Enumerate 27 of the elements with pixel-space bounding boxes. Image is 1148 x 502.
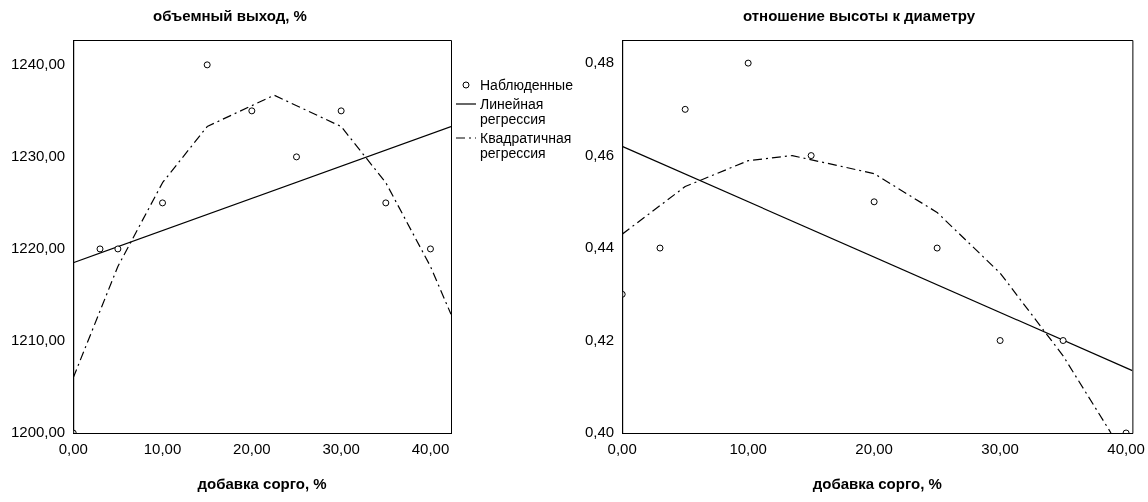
- y-tick-label: 0,46: [584, 145, 615, 163]
- x-tick-label: 30,00: [322, 440, 360, 458]
- y-tick-label: 1240,00: [10, 54, 66, 72]
- y-tick-label: 0,44: [584, 238, 615, 256]
- y-tick-label: 1230,00: [10, 147, 66, 165]
- y-tick-label: 1200,00: [10, 423, 66, 441]
- x-tick-label: 40,00: [1107, 440, 1145, 458]
- x-axis-title: добавка сорго, %: [197, 475, 327, 493]
- y-tick-label: 0,48: [584, 53, 615, 71]
- y-tick-label: 0,40: [584, 423, 615, 441]
- x-tick-label: 10,00: [143, 440, 182, 458]
- x-axis-title: добавка сорго, %: [812, 475, 942, 493]
- x-tick-label: 20,00: [855, 440, 893, 458]
- legend-label: Наблюденные: [480, 77, 573, 93]
- y-tick-label: 0,42: [584, 330, 615, 348]
- y-tick-label: 1210,00: [10, 331, 66, 349]
- y-tick-label: 1220,00: [10, 239, 66, 257]
- x-tick-label: 0,00: [607, 440, 637, 458]
- chart-title: объемный выход, %: [153, 7, 307, 25]
- legend-label: Квадратичная регрессия: [480, 130, 573, 161]
- chart-title: отношение высоты к диаметру: [742, 7, 976, 25]
- x-tick-label: 20,00: [233, 440, 271, 458]
- x-tick-label: 10,00: [729, 440, 767, 458]
- x-tick-label: 30,00: [981, 440, 1019, 458]
- legend-label: Линейная регрессия: [480, 96, 547, 127]
- x-tick-label: 0,00: [58, 440, 88, 458]
- x-tick-label: 40,00: [411, 440, 450, 458]
